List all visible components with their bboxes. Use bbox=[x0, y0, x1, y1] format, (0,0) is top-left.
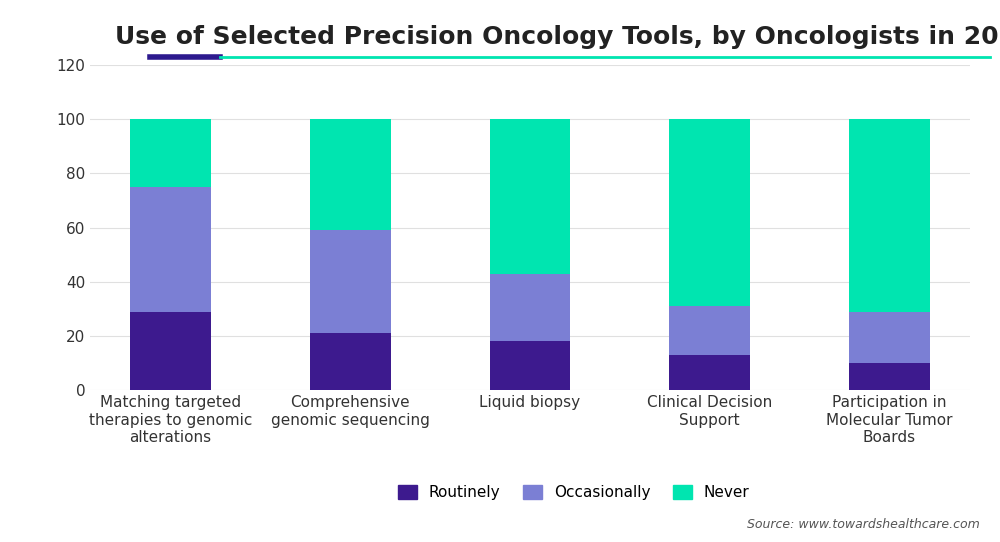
Bar bbox=[130, 119, 211, 187]
Bar bbox=[490, 119, 570, 274]
Bar bbox=[669, 119, 750, 306]
Bar bbox=[310, 333, 391, 390]
Text: Source: www.towardshealthcare.com: Source: www.towardshealthcare.com bbox=[747, 518, 980, 531]
Title: Use of Selected Precision Oncology Tools, by Oncologists in 2020: Use of Selected Precision Oncology Tools… bbox=[115, 25, 1000, 49]
Bar bbox=[310, 230, 391, 333]
Bar bbox=[669, 306, 750, 355]
Bar bbox=[849, 119, 930, 312]
Legend: Routinely, Occasionally, Never: Routinely, Occasionally, Never bbox=[392, 479, 756, 506]
Bar bbox=[849, 312, 930, 363]
Bar bbox=[310, 119, 391, 230]
Bar bbox=[849, 363, 930, 390]
Bar bbox=[130, 312, 211, 390]
Bar bbox=[669, 355, 750, 390]
Bar bbox=[490, 341, 570, 390]
Bar bbox=[130, 187, 211, 312]
Bar bbox=[490, 274, 570, 341]
